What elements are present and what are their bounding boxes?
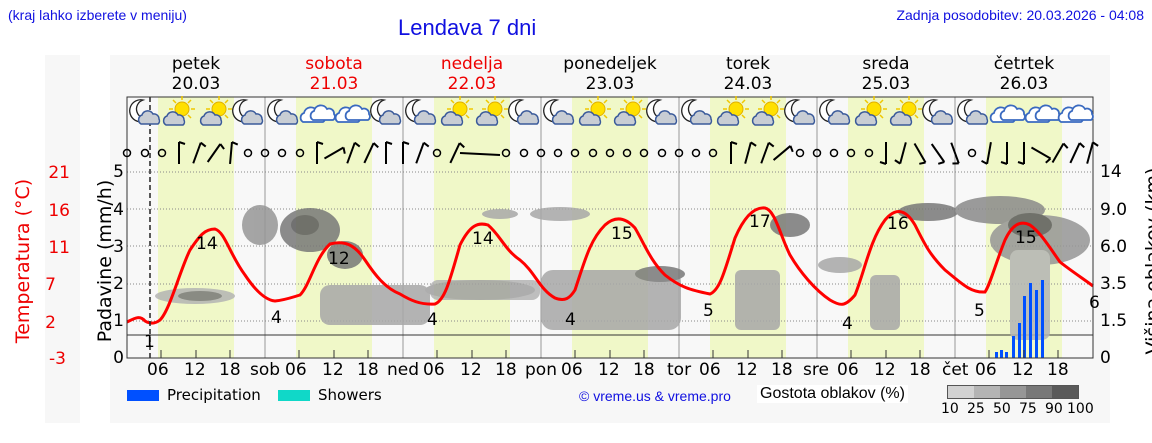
temp-tick: -3	[49, 349, 66, 369]
wind-barbs	[122, 139, 1100, 167]
svg-text:4: 4	[842, 314, 853, 334]
chart-title: Lendava 7 dni	[398, 15, 537, 40]
copyright-link[interactable]: © vreme.us & vreme.pro	[579, 388, 731, 404]
temp-tick: 7	[45, 275, 56, 295]
day-header: torek 24.03	[723, 54, 773, 94]
cloud-tick: 14	[1100, 162, 1122, 182]
svg-text:15: 15	[611, 224, 633, 244]
cloud-tick: 9.0	[1100, 200, 1128, 220]
day-header: ponedeljek 23.03	[563, 54, 657, 94]
precipitation-swatch	[127, 390, 159, 401]
day-header: nedelja 22.03	[440, 54, 504, 94]
temp-axis-panel	[45, 55, 80, 423]
cloud-tick: 1.5	[1100, 311, 1128, 331]
density-scale	[947, 385, 1079, 399]
svg-text:1: 1	[144, 332, 155, 352]
precip-tick: 1	[113, 311, 124, 331]
svg-text:14: 14	[472, 229, 494, 249]
day-header: četrtek 26.03	[993, 54, 1055, 94]
precipitation-legend: Precipitation	[167, 386, 261, 404]
showers-legend: Showers	[318, 386, 382, 404]
temp-tick: 11	[48, 238, 70, 258]
precip-tick: 0	[113, 348, 124, 368]
precip-tick: 4	[113, 200, 124, 220]
day-header: sreda 25.03	[861, 54, 911, 94]
precip-tick: 5	[113, 162, 124, 182]
density-label: Gostota oblakov (%)	[757, 385, 908, 403]
region-hint: (kraj lahko izberete v meniju)	[8, 7, 187, 23]
svg-text:6: 6	[1089, 293, 1100, 313]
x-axis: 06 12 18 sob 06 12 18 ned 06 12 18 pon 0…	[147, 360, 1069, 380]
svg-text:14: 14	[196, 234, 218, 254]
cloud-tick: 3.5	[1100, 274, 1128, 294]
day-header: petek 20.03	[171, 54, 221, 94]
cloud-tick: 6.0	[1100, 237, 1128, 257]
last-update: Zadnja posodobitev: 20.03.2026 - 04:08	[896, 7, 1144, 23]
day-header: sobota 21.03	[305, 54, 363, 94]
svg-text:16: 16	[887, 214, 909, 234]
temp-tick: 21	[48, 163, 70, 183]
svg-text:4: 4	[565, 310, 576, 330]
temp-tick: 2	[45, 313, 56, 333]
svg-text:12: 12	[328, 249, 350, 269]
precip-tick: 2	[113, 274, 124, 294]
svg-text:5: 5	[703, 301, 714, 321]
svg-text:15: 15	[1015, 228, 1037, 248]
showers-swatch	[278, 390, 310, 401]
svg-text:17: 17	[749, 212, 771, 232]
precip-tick: 3	[113, 237, 124, 257]
temp-tick: 16	[48, 201, 70, 221]
svg-text:4: 4	[427, 310, 438, 330]
cloud-tick: 0	[1100, 348, 1111, 368]
svg-text:4: 4	[271, 308, 282, 328]
svg-text:5: 5	[974, 301, 985, 321]
